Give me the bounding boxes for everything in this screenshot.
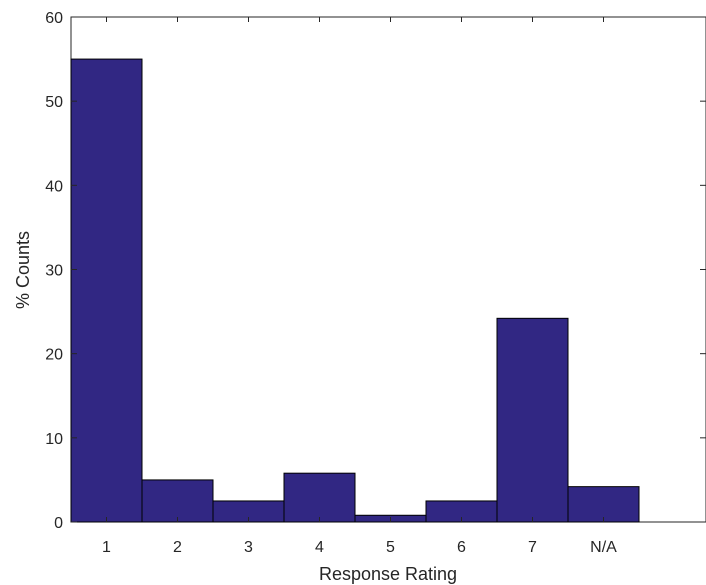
x-tick-label: 6 xyxy=(457,539,466,556)
x-tick-label: 7 xyxy=(528,539,537,556)
axes-box xyxy=(70,16,706,523)
bar-4 xyxy=(283,472,356,523)
bars xyxy=(70,58,640,523)
y-axis-title: % Counts xyxy=(13,231,33,309)
bar-na xyxy=(567,486,640,523)
y-tick-label: 30 xyxy=(45,263,63,280)
y-tick-label: 50 xyxy=(45,94,63,111)
y-tick-label: 60 xyxy=(45,10,63,27)
y-axis: 0 10 20 30 40 50 60 xyxy=(45,10,706,532)
x-axis-title: Response Rating xyxy=(319,564,457,584)
plot-area xyxy=(70,16,706,523)
bar-1 xyxy=(70,58,143,523)
y-tick-label: 20 xyxy=(45,347,63,364)
y-tick-label: 0 xyxy=(54,515,63,532)
y-tick-label: 40 xyxy=(45,178,63,195)
x-tick-label: 3 xyxy=(244,539,253,556)
x-tick-label: 5 xyxy=(386,539,395,556)
x-tick-label: 4 xyxy=(315,539,324,556)
bar-2 xyxy=(141,479,214,523)
bar-7 xyxy=(496,317,569,523)
x-tick-label: N/A xyxy=(590,539,617,556)
x-tick-label: 1 xyxy=(102,539,111,556)
x-tick-label: 2 xyxy=(173,539,182,556)
x-axis: 1 2 3 4 5 6 7 N/A xyxy=(102,17,617,556)
y-tick-label: 10 xyxy=(45,431,63,448)
